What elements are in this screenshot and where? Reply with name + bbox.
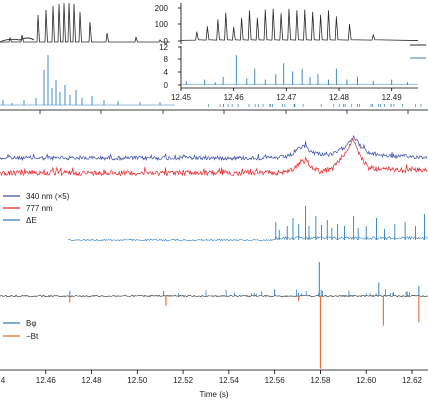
legend-label-bphi: Bφ [26, 319, 37, 328]
legend-label-bt: −Bt [26, 332, 39, 341]
thumbnail-intensity-hump [0, 37, 35, 43]
field-baseline [0, 294, 428, 298]
thumbnail-intensity-line [0, 2, 170, 43]
field-legend: Bφ −Bt [3, 319, 39, 341]
inset-delta-panel: 12 8 4 0 12.45 12.46 12.47 12.48 12.49 [159, 43, 426, 102]
inset-xtick-label: 12.46 [224, 93, 245, 102]
main-xtick-label: 12.52 [173, 376, 194, 385]
thumbnail-intensity-trace [0, 2, 170, 43]
deltaE-trace [68, 206, 428, 242]
main-xtick-label: 12.62 [402, 376, 423, 385]
main-xtick-label: 12.60 [356, 376, 377, 385]
main-xtick-label: 12.54 [219, 376, 240, 385]
legend-label-777nm: 777 nm [26, 204, 53, 213]
main-xtick-first: 4 [1, 376, 6, 385]
main-xtick-label: 12.50 [127, 376, 148, 385]
inset-xtick-label: 12.49 [382, 93, 403, 102]
inset-top-ytick-1: 100 [155, 20, 169, 29]
main-xtick-label: 12.46 [36, 376, 57, 385]
inset-xtick-label: 12.47 [276, 93, 297, 102]
main-xtick-label: 12.48 [82, 376, 103, 385]
thumbnail-delta-trace [0, 55, 422, 107]
main-xtick-label: 12.58 [310, 376, 331, 385]
inset-bot-ytick-2: 4 [164, 68, 169, 77]
inset-bot-ytick-0: 12 [159, 43, 168, 52]
legend-label-340nm: 340 nm (×5) [26, 192, 70, 201]
separator-ticks [39, 110, 409, 114]
inset-x-ticks: 12.45 12.46 12.47 12.48 12.49 [171, 88, 402, 102]
inset-intensity-panel: 200 100 0 [155, 3, 419, 46]
inset-top-ytick-0: 200 [155, 4, 169, 13]
series-777nm [0, 137, 428, 177]
inset-xtick-label: 12.48 [329, 93, 350, 102]
inset-intensity-trace [180, 8, 419, 41]
main-xtick-label: 12.56 [265, 376, 286, 385]
field-traces-panel [0, 262, 428, 369]
optical-legend: 340 nm (×5) 777 nm ΔE [3, 192, 70, 225]
main-x-ticks: 12.46 12.48 12.50 12.52 12.54 12.56 12.58 12.60… [36, 370, 423, 385]
inset-bot-ytick-1: 8 [164, 55, 169, 64]
inset-bot-ytick-3: 0 [164, 81, 169, 90]
legend-label-deltaE: ΔE [26, 216, 37, 225]
inset-intensity-line [180, 9, 419, 41]
inset-top-ytick-2: 0 [164, 37, 169, 46]
series-340nm [0, 134, 428, 162]
optical-traces-panel [0, 134, 428, 177]
inset-xtick-label: 12.45 [171, 93, 192, 102]
inset-delta-trace [181, 55, 418, 85]
deltaE-baseline [68, 235, 428, 242]
x-axis-title: Time (s) [199, 390, 228, 399]
